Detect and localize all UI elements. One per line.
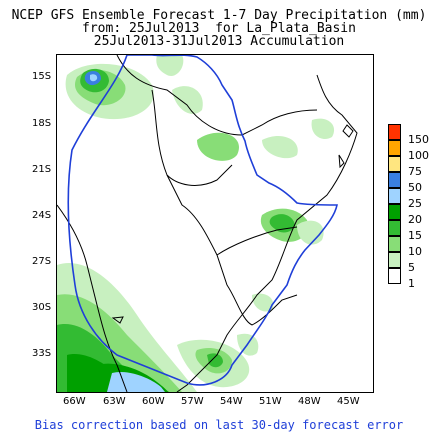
basin-outline (67, 55, 338, 386)
precipitation-map (57, 55, 358, 392)
y-tick-27S: 27S (32, 256, 52, 267)
legend-swatch-5 (388, 252, 401, 268)
x-tick-45W: 45W (337, 396, 360, 407)
y-tick-21S: 21S (32, 164, 52, 175)
legend-label-50: 50 (408, 181, 422, 194)
x-tick-66W: 66W (63, 396, 86, 407)
chart-title-line-2: from: 25Jul2013 for La_Plata_Basin (82, 21, 356, 36)
x-tick-63W: 63W (103, 396, 126, 407)
legend-label-1: 1 (408, 277, 415, 290)
legend-swatch-10 (388, 236, 401, 252)
x-tick-54W: 54W (220, 396, 243, 407)
bias-correction-note: Bias correction based on last 30-day for… (34, 418, 404, 432)
country-borders (57, 55, 358, 392)
legend-swatch-25 (388, 188, 401, 204)
x-tick-60W: 60W (142, 396, 165, 407)
legend-swatch-20 (388, 204, 401, 220)
legend-label-10: 10 (408, 245, 422, 258)
x-tick-48W: 48W (298, 396, 321, 407)
map-plot-area (56, 54, 374, 393)
legend-swatch-50 (388, 172, 401, 188)
legend-label-75: 75 (408, 165, 422, 178)
legend-swatch-100 (388, 140, 401, 156)
x-tick-51W: 51W (259, 396, 282, 407)
y-tick-30S: 30S (32, 302, 52, 313)
legend-label-150: 150 (408, 133, 429, 146)
legend-swatch-15 (388, 220, 401, 236)
chart-title-line-1: NCEP GFS Ensemble Forecast 1-7 Day Preci… (11, 8, 427, 23)
y-tick-15S: 15S (32, 71, 52, 82)
y-tick-18S: 18S (32, 118, 52, 129)
legend-label-20: 20 (408, 213, 422, 226)
legend-label-5: 5 (408, 261, 415, 274)
legend-label-100: 100 (408, 149, 429, 162)
x-tick-57W: 57W (181, 396, 204, 407)
legend-label-25: 25 (408, 197, 422, 210)
y-tick-24S: 24S (32, 210, 52, 221)
legend-swatch-75 (388, 156, 401, 172)
chart-title-line-3: 25Jul2013-31Jul2013 Accumulation (93, 34, 345, 49)
y-tick-33S: 33S (32, 348, 52, 359)
precip-shading (57, 55, 335, 392)
legend-swatch-1 (388, 268, 401, 284)
legend-swatch-150 (388, 124, 401, 140)
legend-label-15: 15 (408, 229, 422, 242)
